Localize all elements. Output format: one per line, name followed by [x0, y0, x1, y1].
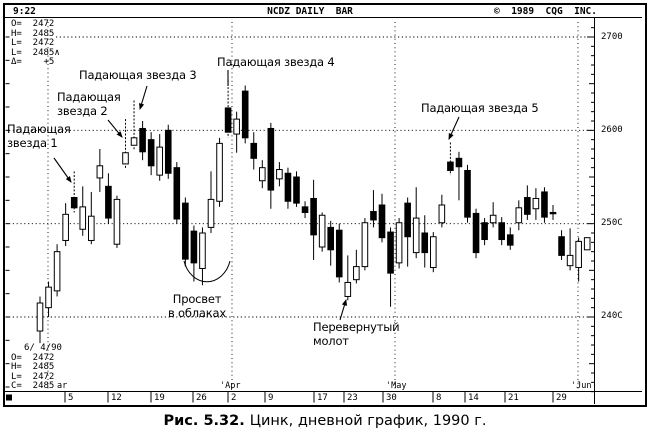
- quote-line: H= 2485: [11, 28, 55, 39]
- x-axis-label-17: 17: [317, 392, 328, 403]
- quote-line: L= 2472: [11, 38, 55, 49]
- figure-caption: Рис. 5.32. Цинк, дневной график, 1990 г.: [0, 413, 650, 429]
- clock-time: 9:22: [13, 6, 36, 17]
- x-axis-label-12: 12: [111, 392, 122, 403]
- annotation-inverted-hammer: Перевернутый молот: [313, 320, 400, 348]
- annotation-falling-star-3: Падающая звезда 3: [79, 68, 197, 82]
- quote-line: O= 2472: [11, 19, 55, 29]
- header-divider: [4, 17, 642, 18]
- y-axis-label-240C: 240C: [601, 311, 623, 322]
- y-axis-label-250C: 250C: [601, 218, 623, 229]
- chart-title: NCDZ DAILY BAR: [267, 6, 353, 17]
- x-axis-label-23: 23: [347, 392, 358, 403]
- month-label: 'Jun: [571, 381, 592, 391]
- quote-line: L= 2472: [11, 371, 55, 382]
- x-axis-label-29: 29: [556, 392, 567, 403]
- quote-date: 6/ 4/90: [24, 343, 62, 353]
- x-axis-label-2: 2: [231, 392, 237, 403]
- quote-line: L= 2485∧: [11, 47, 60, 58]
- quote-info-top: O= 2472 H= 2485 L= 2472 L= 2485∧ Δ= +5: [11, 19, 60, 68]
- quote-line: O= 2472: [11, 352, 55, 363]
- annotation-falling-star-1: Падающая звезда 1: [7, 122, 71, 150]
- annotation-falling-star-2: Падающая звезда 2: [57, 90, 121, 118]
- month-label: 'May: [386, 381, 407, 391]
- y-axis-divider: [594, 17, 595, 404]
- annotation-falling-star-5: Падающая звезда 5: [421, 101, 539, 115]
- quote-line: H= 2485: [11, 362, 55, 373]
- x-axis-label-21: 21: [508, 392, 519, 403]
- figure-title: Цинк, дневной график, 1990 г.: [249, 413, 487, 429]
- annotation-piercing-pattern: Просвет в облаках: [168, 292, 226, 320]
- x-axis-label-19: 19: [154, 392, 165, 403]
- x-axis-label-30: 30: [386, 392, 397, 403]
- annotation-falling-star-4: Падающая звезда 4: [217, 55, 335, 69]
- x-axis-label-26: 26: [196, 392, 207, 403]
- month-label: 'Apr: [220, 381, 241, 391]
- date-strip-divider: [4, 391, 642, 392]
- x-axis-label-5: 5: [68, 392, 74, 403]
- y-axis-label-2700: 2700: [601, 31, 623, 42]
- y-axis-label-2600: 2600: [601, 124, 623, 135]
- x-axis-label-8: 8: [436, 392, 442, 403]
- month-label: ar: [57, 381, 68, 391]
- x-axis-label-9: 9: [268, 392, 274, 403]
- quote-line: Δ= +5: [11, 57, 55, 68]
- quote-info-bottom: 6/ 4/90 O= 2472 H= 2485 L= 2472 C= 2485: [11, 343, 62, 392]
- quote-line: C= 2485: [11, 381, 55, 392]
- x-axis-label-14: 14: [468, 392, 479, 403]
- copyright: © 1989 CQG INC.: [494, 6, 597, 17]
- figure-number: Рис. 5.32.: [163, 413, 245, 429]
